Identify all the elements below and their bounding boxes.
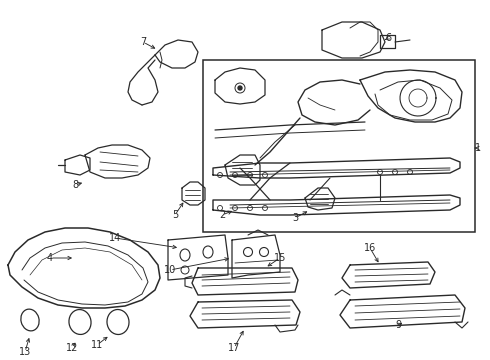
Text: 15: 15 <box>274 253 286 263</box>
Text: 9: 9 <box>395 320 401 330</box>
Text: 2: 2 <box>219 210 225 220</box>
Text: 14: 14 <box>109 233 121 243</box>
Text: 1: 1 <box>475 143 481 153</box>
Text: 17: 17 <box>228 343 240 353</box>
Text: 5: 5 <box>172 210 178 220</box>
Text: 10: 10 <box>164 265 176 275</box>
Text: 16: 16 <box>364 243 376 253</box>
Ellipse shape <box>238 86 242 90</box>
Text: 6: 6 <box>385 33 391 43</box>
Text: 4: 4 <box>47 253 53 263</box>
Text: 13: 13 <box>19 347 31 357</box>
Text: 7: 7 <box>140 37 146 47</box>
Text: 12: 12 <box>66 343 78 353</box>
Text: 11: 11 <box>91 340 103 350</box>
Text: 3: 3 <box>292 213 298 223</box>
Bar <box>203 60 475 232</box>
Text: 8: 8 <box>72 180 78 190</box>
